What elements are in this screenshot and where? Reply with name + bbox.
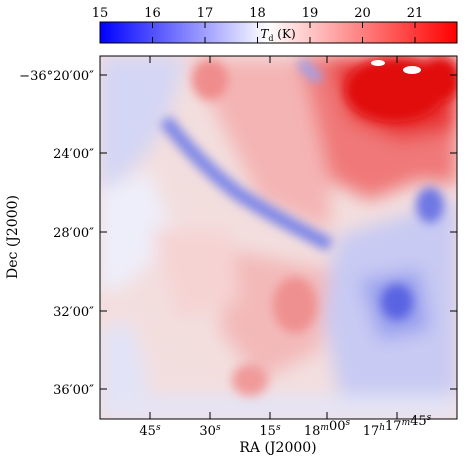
y-tick-label-3: 32′00″	[53, 305, 94, 320]
colorbar: 15 16 17 18 19 20 21 Td (K)	[92, 6, 458, 44]
x-tick-label-4: 17h17m45s	[363, 413, 432, 439]
colorbar-gradient	[99, 21, 458, 44]
plot-frame	[99, 55, 458, 420]
y-axis-label: Dec (J2000)	[5, 195, 21, 279]
colorbar-tick-label-2: 17	[197, 6, 214, 21]
y-tick-label-2: 28′00″	[53, 226, 94, 241]
colorbar-tick-label-4: 19	[302, 6, 319, 21]
temperature-map	[100, 56, 457, 419]
x-tick-label-2: 15s	[259, 423, 281, 439]
x-tick-label-1: 30s	[199, 423, 221, 439]
x-tick-label-3: 18m00s	[304, 418, 351, 439]
colorbar-tick-label-1: 16	[144, 6, 161, 21]
y-tick-label-4: 36′00″	[53, 383, 94, 398]
colorbar-ticks: 15 16 17 18 19 20 21	[92, 6, 424, 43]
colorbar-tick-label-5: 20	[354, 6, 371, 21]
colorbar-title: Td (K)	[260, 27, 295, 43]
x-axis-ticks: 45s 30s 15s 18m00s 17h17m45s	[139, 56, 432, 439]
colorbar-tick-label-0: 15	[92, 6, 109, 21]
x-tick-label-0: 45s	[139, 423, 161, 439]
y-tick-label-0: −36°20′00″	[19, 69, 94, 84]
x-axis-label: RA (J2000)	[239, 440, 316, 456]
colorbar-tick-label-6: 21	[407, 6, 424, 21]
y-tick-label-1: 24′00″	[53, 147, 94, 162]
colorbar-tick-label-3: 18	[249, 6, 266, 21]
y-axis-ticks: −36°20′00″ 24′00″ 28′00″ 32′00″ 36′00″	[19, 69, 457, 398]
